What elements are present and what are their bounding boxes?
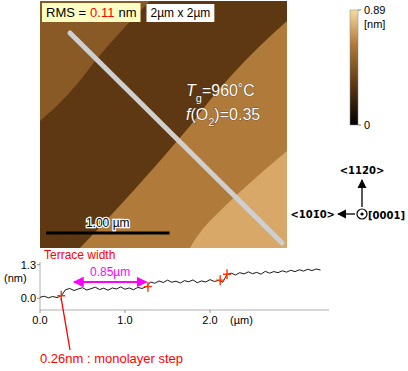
y-tick-label: 1.3 xyxy=(21,259,36,271)
x-tick xyxy=(125,310,126,313)
growth-condition: Tg=960˚C xyxy=(186,82,255,104)
field-box xyxy=(147,4,215,22)
terrace xyxy=(40,1,287,248)
direction-arrow xyxy=(361,180,362,207)
scale-bar-label: 1.00 µm xyxy=(86,216,130,230)
profile-line xyxy=(40,269,321,298)
colorbar-tick xyxy=(358,10,361,11)
colorbar xyxy=(350,10,358,125)
y-axis-title: (nm) xyxy=(4,272,27,284)
y-tick xyxy=(37,264,40,265)
colorbar-tick-label: 0 xyxy=(364,119,370,131)
rms-label: RMS =0.11nm xyxy=(46,5,137,20)
afm-image xyxy=(40,1,287,248)
annotation: 0.26nm : monolayer step xyxy=(40,351,183,366)
y-tick xyxy=(37,298,40,299)
colorbar-tick xyxy=(358,125,361,126)
field-size: 2µm x 2µm xyxy=(151,6,211,20)
x-tick-label: 1.0 xyxy=(117,314,132,326)
y-axis xyxy=(40,262,41,310)
y-tick-label: 0.0 xyxy=(21,292,36,304)
annotation: Terrace width xyxy=(44,248,115,262)
terrace-width-arrow xyxy=(74,281,146,283)
x-axis-title: (µm) xyxy=(230,314,253,326)
annotation-leader xyxy=(61,299,70,350)
annotation: 0.85µm xyxy=(90,265,130,279)
growth-condition: f(O2)=0.35 xyxy=(186,106,260,128)
x-tick xyxy=(40,310,41,313)
scan-line xyxy=(70,33,282,243)
direction-out xyxy=(357,209,367,219)
direction-out-dot xyxy=(360,212,363,215)
direction-label: <112̄0> xyxy=(340,165,385,176)
terrace xyxy=(40,1,287,248)
direction-label: [0001] xyxy=(368,210,405,221)
x-tick-label: 2.0 xyxy=(202,314,217,326)
rms-box xyxy=(42,3,141,22)
colorbar-unit: [nm] xyxy=(364,18,385,30)
cursor xyxy=(223,269,231,279)
colorbar-tick-label: 0.89 xyxy=(364,4,385,16)
x-tick-label: 0.0 xyxy=(32,314,47,326)
terrace xyxy=(40,1,287,248)
cursor xyxy=(144,282,152,292)
x-tick xyxy=(210,310,211,313)
cursor xyxy=(216,275,224,285)
direction-arrow xyxy=(338,213,355,214)
x-axis xyxy=(40,310,329,311)
plot-area xyxy=(40,269,321,301)
scale-bar xyxy=(46,232,170,235)
figure: RMS =0.11nm 2µm x 2µm Tg=960˚Cf(O2)=0.35 1.… xyxy=(0,0,408,371)
direction-label: <101̄0> xyxy=(290,209,335,220)
